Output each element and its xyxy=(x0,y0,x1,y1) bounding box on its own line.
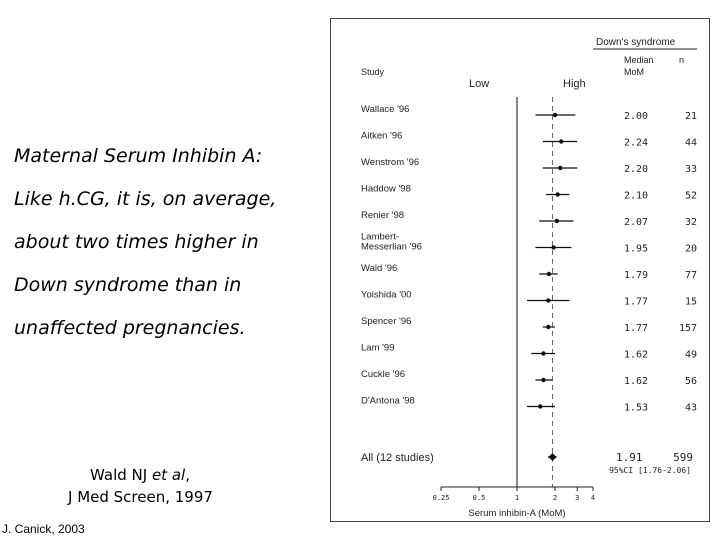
median-point xyxy=(552,112,558,118)
summary-diamond xyxy=(548,453,557,461)
median-point xyxy=(554,218,560,224)
citation-et-al: et al xyxy=(151,466,186,484)
median-point xyxy=(546,271,552,277)
median-point xyxy=(546,324,551,330)
study-label: Lambert- xyxy=(361,232,399,243)
study-label: Spencer '96 xyxy=(361,316,411,327)
n-header: n xyxy=(679,55,684,65)
median-value: 2.07 xyxy=(624,217,648,228)
study-header: Study xyxy=(361,67,385,77)
study-label: Aitken '96 xyxy=(361,131,402,142)
study-row: Spencer '96 1.77 157 xyxy=(361,316,697,334)
x-axis: 0.25 0.5 1 2 3 4 Serum inhibin-A (MoM) xyxy=(433,486,595,519)
study-row: Wald '96 1.79 77 xyxy=(361,263,697,281)
study-label: Wenstrom '96 xyxy=(361,157,419,168)
n-value: 56 xyxy=(685,376,697,387)
study-row: Lambert-Messerlian '96 1.95 20 xyxy=(361,232,697,255)
study-row: D'Antona '98 1.53 43 xyxy=(361,396,697,414)
study-label: Wallace '96 xyxy=(361,104,409,115)
group-title: Down's syndrome xyxy=(596,37,676,48)
median-value: 2.24 xyxy=(624,138,648,149)
median-point xyxy=(551,245,556,250)
slide-credit: J. Canick, 2003 xyxy=(2,522,85,536)
study-label: Lam '99 xyxy=(361,343,395,354)
slide-title: Maternal Serum Inhibin A: xyxy=(14,145,263,167)
median-value: 1.95 xyxy=(624,244,648,255)
study-label: Messerlian '96 xyxy=(361,242,422,253)
median-point xyxy=(541,351,546,356)
n-value: 20 xyxy=(685,244,697,255)
citation-journal: J Med Screen, 1997 xyxy=(68,488,213,506)
summary-n-value: 599 xyxy=(673,451,693,464)
median-point xyxy=(555,192,560,197)
x-tick-label: 0.25 xyxy=(433,494,450,502)
n-value: 21 xyxy=(685,111,697,122)
study-row: Haddow '98 2.10 52 xyxy=(361,184,697,202)
study-row: Wenstrom '96 2.20 33 xyxy=(361,157,697,175)
n-value: 33 xyxy=(685,164,697,175)
summary-median-value: 1.91 xyxy=(616,451,643,464)
x-axis-label: Serum inhibin-A (MoM) xyxy=(468,508,565,519)
n-value: 157 xyxy=(679,323,697,334)
summary-ci-label: 95%CI [1.76-2.06] xyxy=(609,466,691,475)
n-value: 49 xyxy=(685,350,697,361)
slide-text-line-4: unaffected pregnancies. xyxy=(14,317,246,339)
study-row: Lam '99 1.62 49 xyxy=(361,343,697,361)
chart-header: Down's syndrome Median n Study MoM Low H… xyxy=(361,37,697,90)
median-value: 2.10 xyxy=(624,191,648,202)
slide-text-line-3: Down syndrome than in xyxy=(14,274,242,296)
study-label: Haddow '98 xyxy=(361,184,411,195)
x-tick-label: 0.5 xyxy=(473,494,486,502)
study-label: Renier '98 xyxy=(361,210,404,221)
n-value: 52 xyxy=(685,191,697,202)
median-value: 2.20 xyxy=(624,164,648,175)
citation-authors-name: Wald NJ xyxy=(90,466,152,484)
study-row: Aitken '96 2.24 44 xyxy=(361,131,697,149)
median-value: 1.62 xyxy=(624,376,648,387)
study-row: Yoishida '00 1.77 15 xyxy=(361,290,697,308)
median-header: Median xyxy=(624,55,654,65)
low-header: Low xyxy=(469,78,489,90)
n-value: 77 xyxy=(685,270,697,281)
median-value: 1.77 xyxy=(624,323,648,334)
study-label: D'Antona '98 xyxy=(361,396,415,407)
summary-row: All (12 studies) 1.91 599 95%CI [1.76-2.06] xyxy=(361,451,693,475)
x-tick-label: 3 xyxy=(575,494,579,502)
median-point xyxy=(541,377,546,383)
forest-plot-panel: Down's syndrome Median n Study MoM Low H… xyxy=(330,18,710,522)
median-value: 2.00 xyxy=(624,111,648,122)
median-value: 1.62 xyxy=(624,350,648,361)
median-point xyxy=(559,139,564,144)
study-label: Cuckle '96 xyxy=(361,369,405,380)
n-value: 32 xyxy=(685,217,697,228)
n-value: 15 xyxy=(685,297,697,308)
slide-text-line-1: Like h.CG, it is, on average, xyxy=(14,188,277,210)
n-value: 44 xyxy=(685,138,697,149)
citation-authors: Wald NJ et al, xyxy=(90,466,190,484)
x-tick-label: 2 xyxy=(553,494,557,502)
x-tick-label: 4 xyxy=(591,494,595,502)
citation-comma: , xyxy=(185,466,190,484)
n-value: 43 xyxy=(685,403,697,414)
median-point xyxy=(538,404,543,409)
forest-plot: Down's syndrome Median n Study MoM Low H… xyxy=(361,37,697,519)
study-label: Wald '96 xyxy=(361,263,397,274)
study-rows: Wallace '96 2.00 21 Aitken '96 2.24 44 Wenstro… xyxy=(361,104,697,475)
study-row: Cuckle '96 1.62 56 xyxy=(361,369,697,387)
high-header: High xyxy=(563,78,586,90)
study-row: Wallace '96 2.00 21 xyxy=(361,104,697,122)
mom-header: MoM xyxy=(624,67,644,77)
summary-label: All (12 studies) xyxy=(361,452,434,464)
slide-text-line-2: about two times higher in xyxy=(14,231,259,253)
median-value: 1.53 xyxy=(624,403,648,414)
median-point xyxy=(546,298,551,303)
x-tick-label: 1 xyxy=(515,494,519,502)
study-row: Renier '98 2.07 32 xyxy=(361,210,697,228)
median-point xyxy=(558,165,563,171)
median-value: 1.79 xyxy=(624,270,648,281)
study-label: Yoishida '00 xyxy=(361,290,412,301)
median-value: 1.77 xyxy=(624,297,648,308)
